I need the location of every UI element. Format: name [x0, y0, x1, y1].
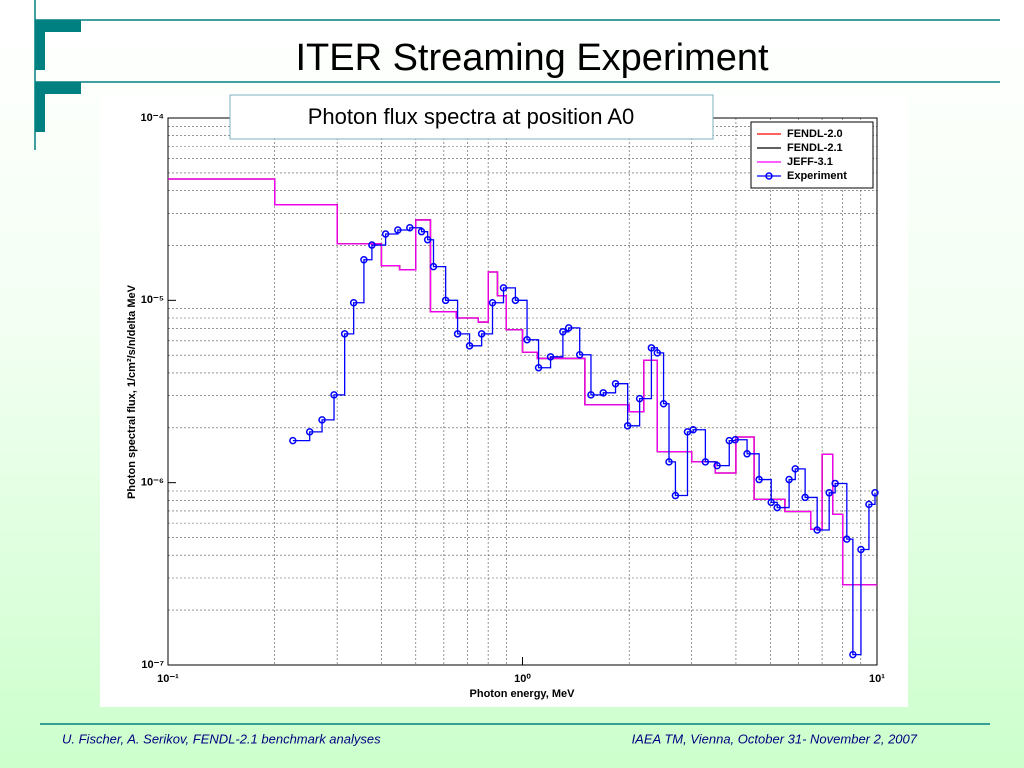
data-point [813, 526, 821, 534]
deco-block [35, 20, 81, 32]
y-tick-label: 10⁻⁴ [141, 112, 164, 124]
data-point [406, 224, 414, 232]
deco-block [35, 82, 81, 94]
data-point [488, 298, 497, 307]
data-point [623, 422, 632, 430]
data-point [441, 296, 450, 305]
footer-left: U. Fischer, A. Serikov, FENDL-2.1 benchm… [62, 731, 381, 746]
data-point [791, 465, 799, 473]
data-point [305, 428, 314, 436]
legend-label: FENDL-2.0 [787, 128, 843, 140]
data-point [423, 235, 432, 244]
data-point [773, 503, 781, 512]
data-point [453, 330, 462, 338]
data-point [575, 350, 584, 359]
deco-block [35, 82, 45, 132]
data-point [785, 475, 793, 484]
chart-area [100, 95, 908, 707]
data-point [599, 389, 608, 397]
data-point [611, 379, 620, 388]
data-point [801, 493, 809, 502]
data-point [340, 330, 349, 338]
data-point [559, 328, 567, 336]
y-tick-label: 10⁻⁵ [141, 294, 164, 306]
x-tick-label: 10⁻¹ [157, 673, 179, 685]
y-tick-label: 10⁻⁶ [141, 477, 164, 489]
x-axis-label: Photon energy, MeV [470, 688, 576, 700]
data-point [865, 500, 873, 509]
plot: 10⁻¹ 10⁰ 10¹ 10⁻⁷ 10⁻⁶ 10⁻⁵ 10⁻⁴ FENDL-2.0 FENDL… [141, 112, 886, 685]
data-point [511, 296, 520, 305]
data-point [546, 353, 555, 361]
data-point [564, 324, 573, 332]
chart-title: Photon flux spectra at position A0 [308, 104, 635, 129]
y-axis-label: Photon spectral flux, 1/cm²/s/n/delta Me… [126, 284, 138, 499]
data-point [857, 545, 865, 554]
legend-label: FENDL-2.1 [787, 142, 843, 154]
deco-block [35, 20, 45, 70]
data-point [659, 399, 668, 408]
title-box [229, 94, 714, 140]
data-point [647, 344, 656, 352]
data-point [429, 262, 438, 271]
x-tick-label: 10¹ [869, 673, 885, 685]
data-point [360, 255, 368, 264]
data-point [417, 227, 426, 236]
legend-marker [765, 172, 773, 180]
data-point [499, 284, 508, 292]
data-point [635, 394, 644, 403]
y-tick-label: 10⁻⁷ [141, 659, 164, 671]
data-point [653, 349, 662, 357]
data-point [743, 450, 751, 458]
data-point [871, 489, 879, 497]
data-point [330, 391, 338, 399]
data-point [349, 298, 358, 307]
data-point [849, 650, 857, 659]
data-point [394, 226, 402, 234]
data-point [523, 335, 531, 344]
data-point [381, 230, 390, 238]
data-point [825, 489, 833, 497]
series-line [292, 227, 876, 656]
data-point [701, 458, 710, 466]
series-line [168, 178, 877, 586]
data-point [368, 241, 376, 249]
footer-right: IAEA TM, Vienna, October 31- November 2,… [632, 731, 918, 746]
data-point [713, 461, 721, 470]
data-point [289, 436, 297, 445]
data-point [767, 498, 775, 507]
data-point [587, 391, 595, 399]
data-point [465, 342, 474, 350]
data-point [843, 535, 851, 543]
data-point [689, 426, 697, 434]
data-point [831, 479, 839, 488]
data-point [665, 458, 673, 466]
data-point [755, 475, 763, 484]
data-point [534, 363, 543, 372]
data-point [671, 491, 680, 500]
x-tick-label: 10⁰ [514, 673, 531, 685]
data-point [477, 330, 486, 338]
data-point [731, 435, 739, 444]
legend-label: Experiment [787, 170, 847, 182]
slide-title: ITER Streaming Experiment [295, 37, 768, 79]
legend-label: JEFF-3.1 [787, 156, 833, 168]
data-point [318, 416, 326, 424]
